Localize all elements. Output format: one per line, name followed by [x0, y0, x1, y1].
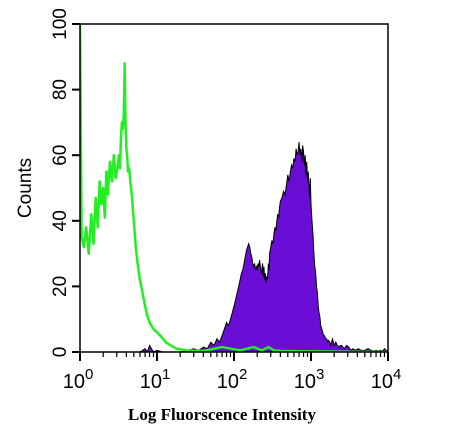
- plot-frame: [79, 23, 389, 353]
- x-tick-label-2: 102: [217, 366, 248, 393]
- x-tick-label-1: 101: [140, 366, 171, 393]
- y-tick-label-0: 0: [50, 347, 71, 358]
- y-tick-label-40: 40: [50, 210, 71, 231]
- series-1-area: [138, 142, 388, 352]
- x-tick-label-3: 103: [294, 366, 325, 393]
- x-tick-label-0: 100: [63, 366, 94, 393]
- axis-layer: 0 20 40 60 80 100 100 101 102 103 104: [50, 8, 401, 393]
- x-axis-label: Log Fluorscence Intensity: [128, 405, 316, 424]
- series-0-line: [80, 24, 388, 352]
- y-tick-label-20: 20: [50, 276, 71, 297]
- x-tick-label-4: 104: [371, 366, 402, 393]
- y-axis-label: Counts: [15, 158, 36, 218]
- y-tick-label-80: 80: [50, 79, 71, 100]
- y-tick-label-100: 100: [50, 8, 71, 40]
- series-layer: [80, 24, 388, 352]
- y-tick-label-60: 60: [50, 145, 71, 166]
